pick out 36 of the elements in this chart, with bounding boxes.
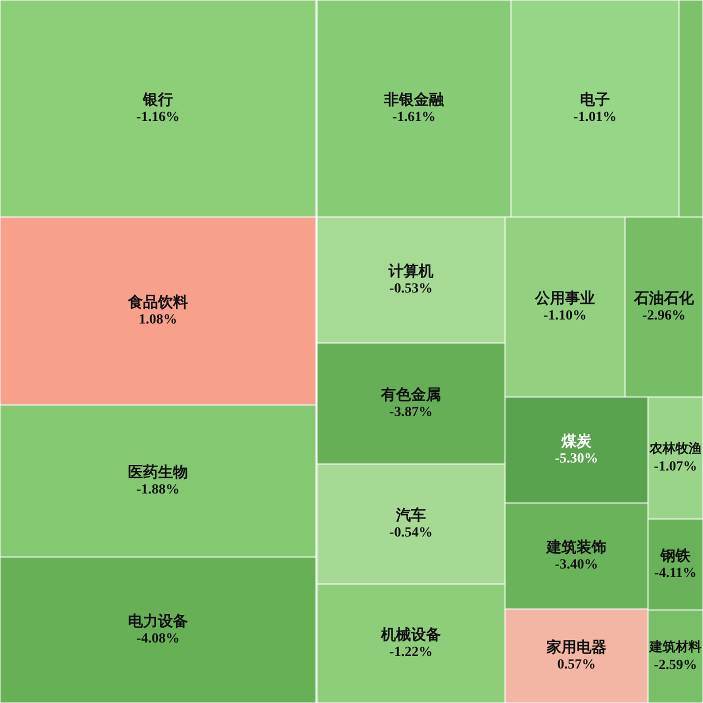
category-label: 非银金融: [383, 90, 445, 108]
data-label: -1.61%: [392, 110, 436, 125]
data-label: -1.88%: [136, 482, 180, 498]
category-label: 有色金属: [380, 386, 441, 404]
data-label: -5.30%: [554, 452, 598, 466]
data-label: -3.87%: [389, 405, 433, 420]
category-label: 银行: [142, 90, 173, 108]
category-label: 公用事业: [534, 289, 595, 307]
category-label: 电力设备: [128, 612, 188, 630]
data-label: -1.01%: [573, 110, 617, 125]
data-label: -3.40%: [554, 558, 598, 572]
data-label: -1.22%: [389, 645, 433, 660]
data-label: -1.07%: [654, 460, 698, 474]
category-label: 电子: [580, 90, 610, 108]
data-label: -4.08%: [136, 632, 180, 646]
data-label: 1.08%: [138, 312, 178, 328]
data-label: -2.59%: [654, 658, 698, 673]
data-label: -4.11%: [654, 566, 697, 581]
category-label: 钢铁: [660, 546, 692, 564]
data-label: -0.54%: [389, 526, 433, 540]
category-label: 计算机: [388, 262, 434, 280]
data-label: -1.16%: [136, 110, 180, 125]
category-label: 医药生物: [128, 463, 188, 481]
category-label: 家用电器: [546, 638, 606, 656]
category-label: 煤炭: [560, 432, 592, 450]
category-label: 机械设备: [380, 626, 441, 644]
category-label: 食品饮料: [127, 293, 188, 311]
category-label: 汽车: [395, 506, 426, 524]
category-label: 石油石化: [633, 289, 695, 307]
data-label: -2.96%: [642, 308, 686, 324]
category-label: 建筑材料: [648, 640, 702, 655]
data-label: 0.57%: [557, 658, 596, 672]
category-label: 农林牧渔: [648, 442, 702, 456]
data-label: -0.53%: [389, 282, 433, 296]
data-label: -1.10%: [543, 308, 587, 324]
category-label: 建筑装饰: [546, 538, 606, 556]
